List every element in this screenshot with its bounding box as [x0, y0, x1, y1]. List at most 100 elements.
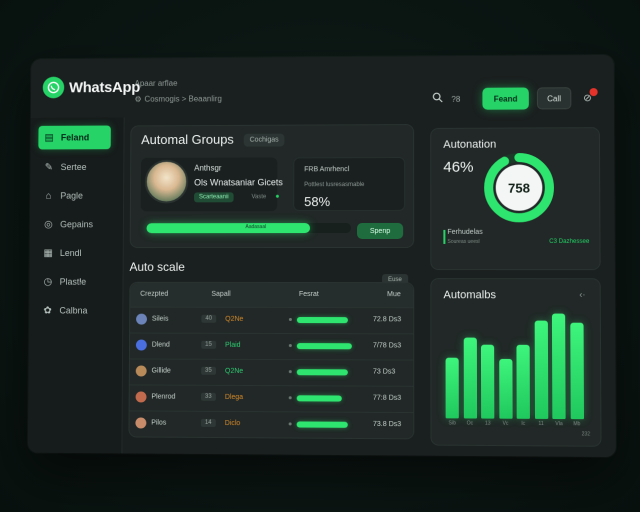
bar-label: 11: [535, 421, 548, 427]
settings-icon: ⚙: [135, 92, 142, 108]
automation-foot-sub: Soureas ueesl: [447, 239, 479, 245]
breadcrumb-top: Apaar arflae: [135, 76, 222, 92]
sidebar-item-label: Pagle: [60, 191, 83, 201]
table-row[interactable]: Pilos 14 Diclo 73.8 Ds3: [129, 410, 413, 436]
sidebar: ▤ Feland ✎ Sertee ⌂ Pagle ◎ Gepains ▦ Le…: [28, 118, 125, 454]
bar[interactable]: [481, 344, 494, 418]
bar-label: Vc: [499, 421, 512, 427]
table-row[interactable]: Sileis 40 Q2Ne 72.8 Ds3: [130, 307, 413, 332]
row-progress-fill: [297, 369, 348, 375]
row-code: 14: [201, 419, 216, 427]
bar[interactable]: [534, 320, 548, 419]
groups-panel: Automal Groups Cochigas Anthsgr Ols Wnat…: [130, 124, 415, 248]
bar[interactable]: [516, 344, 529, 418]
puzzle-icon: ✿: [42, 305, 54, 317]
clock-icon: ◷: [42, 276, 54, 288]
groups-tag[interactable]: Cochigas: [244, 134, 285, 147]
brand[interactable]: WhatsApp: [43, 76, 140, 98]
sidebar-item-label: Sertee: [61, 162, 87, 172]
gamepad-icon: ◎: [42, 218, 54, 230]
row-tag: Q2Ne: [225, 368, 243, 375]
bag-icon: ⌂: [43, 190, 55, 202]
call-button[interactable]: Call: [537, 87, 572, 109]
bar[interactable]: [463, 338, 476, 419]
bars-foot: 232: [582, 431, 591, 437]
column-header[interactable]: Fesrat: [299, 291, 319, 298]
table-row[interactable]: Dlend 15 Plaid 7/78 Ds3: [130, 333, 413, 358]
groups-title: Automal Groups: [141, 132, 234, 147]
group-card[interactable]: Anthsgr Ols Wnatsaniar Gicets Scarteaani…: [141, 157, 278, 211]
search-icon[interactable]: [432, 92, 443, 106]
column-header[interactable]: Mue: [387, 291, 401, 298]
row-dot: [289, 344, 292, 347]
more-icon[interactable]: ‹·: [579, 289, 585, 299]
column-header[interactable]: Crezpted: [140, 291, 168, 298]
avatar: [136, 391, 147, 402]
check-icon: ●: [275, 193, 279, 200]
row-progress-fill: [297, 317, 348, 323]
row-name: Sileis: [152, 316, 169, 323]
stat-box: FRB Amrhencl Pottlest lusresasmable 58%: [293, 157, 405, 211]
automation-percent: 46%: [443, 159, 473, 176]
notification-badge: [590, 88, 598, 96]
table-header: Crezpted Sapall Fesrat Mue: [130, 283, 413, 307]
card-chip[interactable]: Scarteaanii: [194, 192, 234, 202]
sidebar-item-lendl[interactable]: ▦ Lendl: [37, 241, 110, 265]
row-progress: [297, 369, 355, 375]
notification-button[interactable]: ⊘: [579, 87, 595, 109]
sidebar-item-pagle[interactable]: ⌂ Pagle: [38, 184, 111, 208]
whatsapp-logo-icon: [43, 77, 65, 99]
automation-foot-link[interactable]: C3 Dazhessee: [549, 239, 589, 245]
breadcrumb-path[interactable]: Cosmogis > Beaanlirg: [144, 91, 221, 107]
row-name: Pilos: [151, 420, 166, 427]
row-progress: [297, 317, 355, 323]
group-progress: Aadasaal: [146, 223, 351, 233]
column-header[interactable]: Sapall: [211, 291, 230, 298]
bar-label: Mb: [570, 421, 583, 427]
table-row[interactable]: Gillide 35 Q2Ne 73 Ds3: [130, 358, 414, 383]
breadcrumb: Apaar arflae ⚙ Cosmogis > Beaanlirg: [135, 76, 222, 108]
sidebar-item-calbna[interactable]: ✿ Calbna: [37, 299, 110, 323]
row-progress-fill: [297, 395, 342, 401]
top-bar: WhatsApp Apaar arflae ⚙ Cosmogis > Beaan…: [31, 55, 614, 118]
sidebar-item-gepains[interactable]: ◎ Gepains: [38, 212, 111, 236]
row-name: Gillide: [152, 368, 171, 375]
stat-title: FRB Amrhencl: [304, 166, 349, 173]
sidebar-item-label: Gepains: [60, 219, 93, 229]
avatar: [145, 160, 189, 204]
app-window: WhatsApp Apaar arflae ⚙ Cosmogis > Beaan…: [28, 55, 616, 457]
table-title: Auto scale: [129, 260, 184, 274]
spenp-button[interactable]: Spenp: [357, 223, 403, 239]
sidebar-item-feland[interactable]: ▤ Feland: [38, 126, 111, 150]
chart-icon: ▦: [42, 247, 54, 259]
avatar: [135, 417, 146, 428]
row-progress-fill: [297, 421, 348, 427]
sidebar-item-label: Calbna: [59, 306, 87, 316]
app-name: WhatsApp: [69, 79, 140, 96]
sidebar-item-label: Lendl: [60, 248, 82, 258]
group-progress-fill: [146, 223, 309, 233]
sidebar-item-sertee[interactable]: ✎ Sertee: [38, 155, 111, 179]
donut-value: 758: [482, 150, 557, 224]
row-dot: [289, 318, 292, 321]
row-value: 73.8 Ds3: [373, 421, 401, 428]
sidebar-item-plastle[interactable]: ◷ Plastle: [37, 270, 110, 294]
table-row[interactable]: Plenrod 33 Dlega 77:8 Ds3: [130, 384, 414, 410]
row-progress: [297, 395, 355, 401]
row-code: 40: [201, 315, 216, 323]
bar-label: Vla: [552, 421, 565, 427]
bar[interactable]: [446, 357, 459, 418]
bar[interactable]: [570, 323, 584, 419]
bars-title: Automalbs: [443, 289, 496, 301]
data-table: Crezpted Sapall Fesrat Mue Sileis 40 Q2Ne 7…: [128, 282, 414, 440]
primary-button[interactable]: Feand: [482, 87, 528, 109]
row-code: 33: [201, 393, 216, 401]
row-code: 15: [201, 341, 216, 349]
edit-icon: ✎: [43, 161, 55, 173]
bar[interactable]: [552, 314, 566, 419]
sidebar-item-label: Plastle: [60, 277, 87, 287]
bar[interactable]: [499, 359, 512, 419]
row-dot: [289, 422, 292, 425]
row-progress-fill: [297, 343, 352, 349]
row-value: 73 Ds3: [373, 368, 395, 375]
